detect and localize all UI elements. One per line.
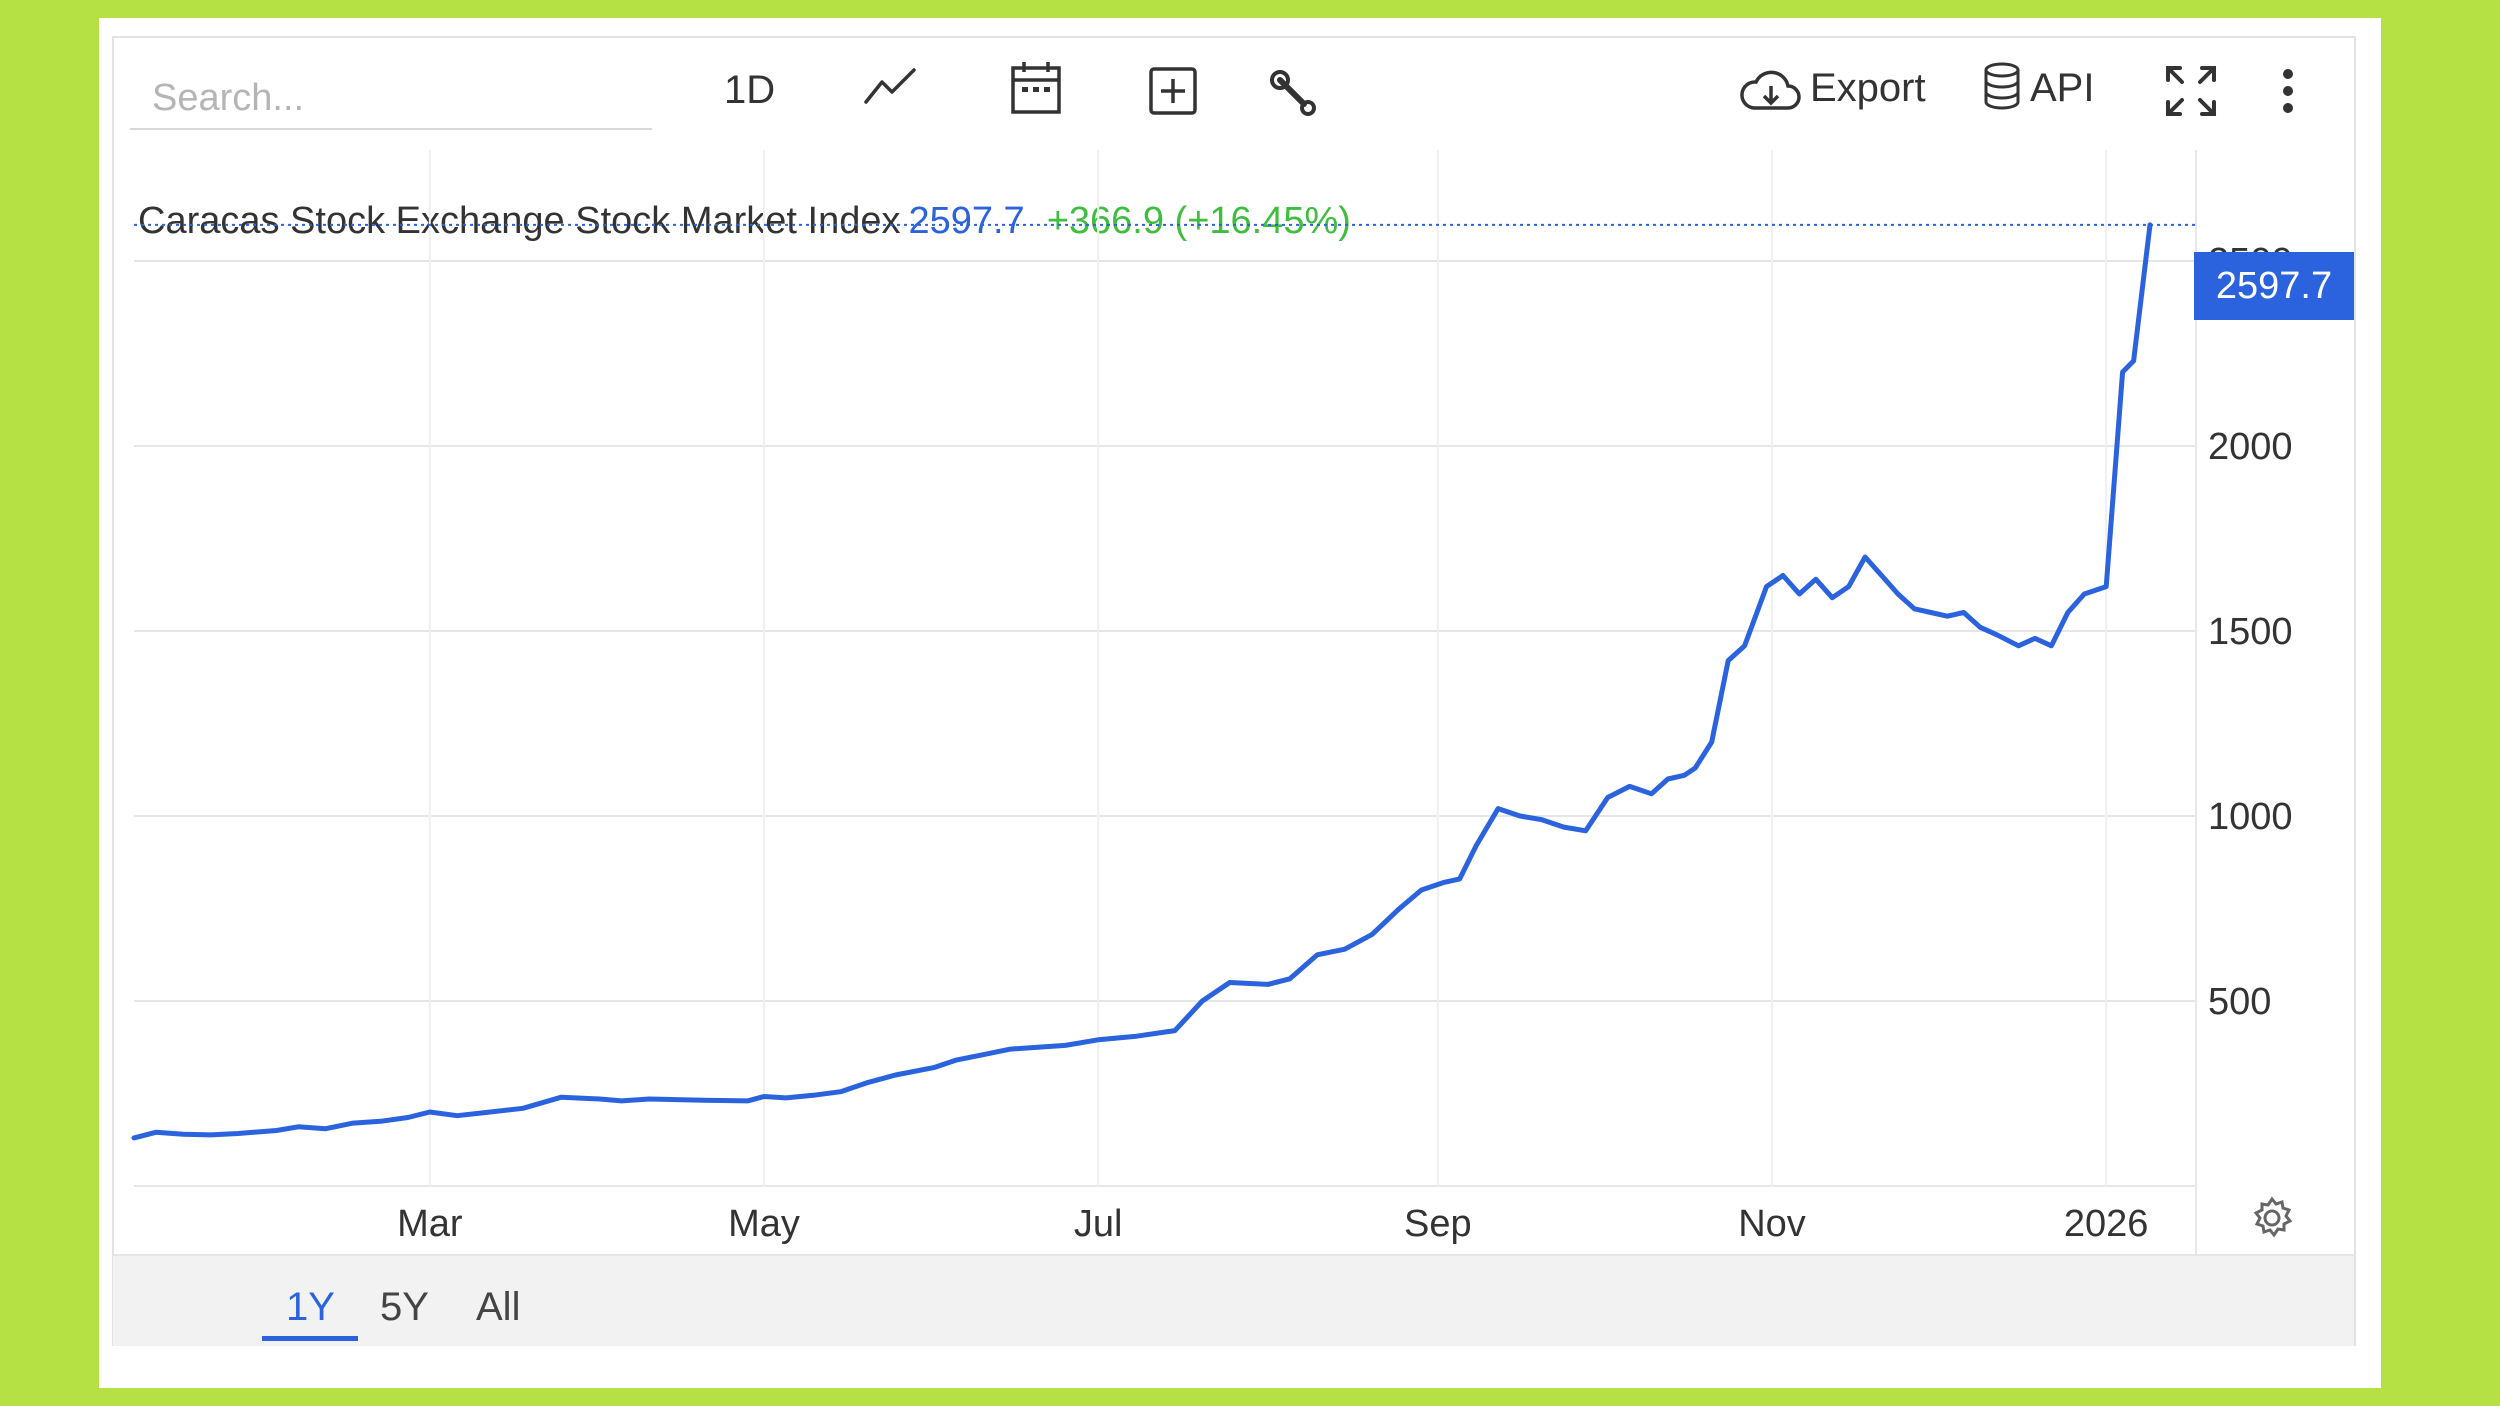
x-tick-label: Sep (1404, 1203, 1472, 1245)
x-tick-label: 2026 (2064, 1203, 2149, 1245)
x-tick-label: Nov (1738, 1203, 1806, 1245)
fullscreen-icon[interactable] (2164, 64, 2218, 118)
range-selector-bar (113, 1254, 2354, 1346)
add-indicator-icon[interactable] (1148, 66, 1198, 116)
y-tick-label: 2000 (2208, 426, 2293, 468)
last-value-badge: 2597.7 (2194, 252, 2354, 320)
y-tick-label: 500 (2208, 981, 2271, 1023)
search-input[interactable] (130, 68, 652, 130)
x-tick-label: Jul (1074, 1203, 1123, 1245)
x-tick-label: May (728, 1203, 800, 1245)
last-value: 2597.7 (908, 200, 1025, 242)
series-line (131, 222, 2153, 1141)
range-all-button[interactable]: All (476, 1285, 521, 1329)
y-tick-label: 1500 (2208, 611, 2293, 653)
interval-button[interactable]: 1D (724, 68, 776, 112)
active-range-indicator (262, 1336, 358, 1341)
line-chart-type-icon[interactable] (862, 66, 918, 110)
chart-title: Caracas Stock Exchange Stock Market Inde… (138, 200, 901, 242)
y-tick-label: 1000 (2208, 796, 2293, 838)
range-1y-button[interactable]: 1Y (286, 1285, 335, 1329)
range-5y-button[interactable]: 5Y (380, 1285, 429, 1329)
database-icon[interactable] (1982, 62, 2022, 112)
api-button[interactable]: API (2030, 66, 2095, 110)
calendar-icon[interactable] (1010, 60, 1062, 116)
wrench-icon[interactable] (1268, 68, 1318, 118)
chart-widget (112, 36, 2356, 1346)
settings-gear-icon[interactable] (2250, 1196, 2294, 1240)
x-tick-label: Mar (397, 1203, 463, 1245)
more-options-icon[interactable] (2280, 66, 2296, 118)
export-button[interactable]: Export (1810, 66, 1926, 110)
cloud-download-icon[interactable] (1740, 68, 1802, 114)
